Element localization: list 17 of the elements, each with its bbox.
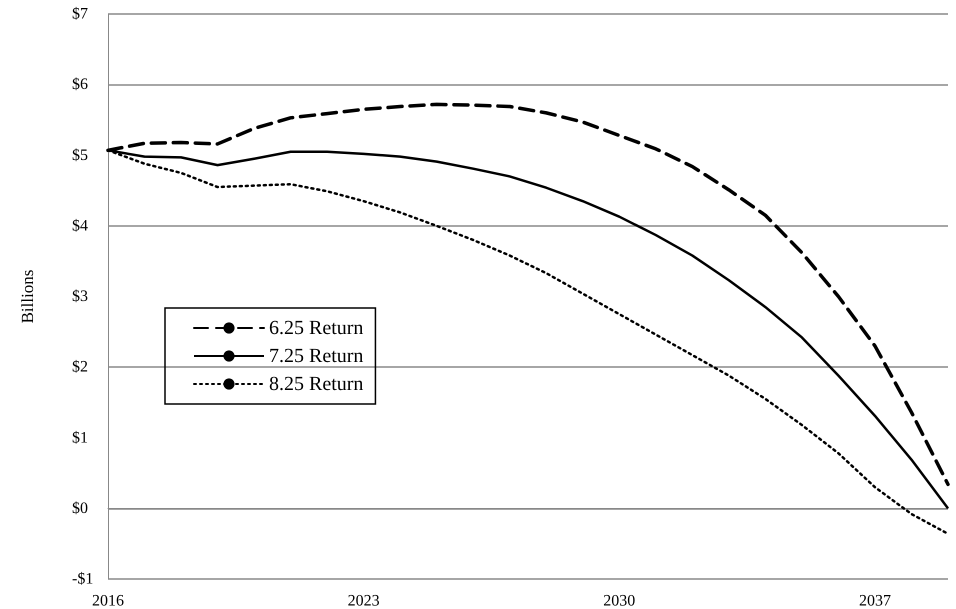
x-tick-label: 2023	[348, 592, 380, 609]
legend-label: 8.25 Return	[269, 373, 364, 395]
x-tick-label: 2037	[858, 592, 891, 609]
x-tick-label: 2030	[603, 592, 636, 609]
y-tick-label: $6	[72, 76, 88, 94]
y-tick-label: $2	[72, 358, 88, 376]
y-tick-label: $0	[72, 500, 88, 517]
y-tick-label: $5	[72, 146, 88, 164]
y-tick-label: $3	[72, 288, 88, 305]
y-tick-label: -$1	[72, 570, 94, 588]
x-tick-label: 2016	[92, 592, 124, 609]
legend-label: 6.25 Return	[269, 317, 364, 339]
y-tick-label: $4	[72, 217, 88, 234]
y-axis-title: Billions	[18, 270, 37, 324]
legend-label: 7.25 Return	[269, 345, 364, 367]
y-tick-label: $1	[72, 429, 88, 446]
y-tick-label: $7	[72, 6, 88, 22]
